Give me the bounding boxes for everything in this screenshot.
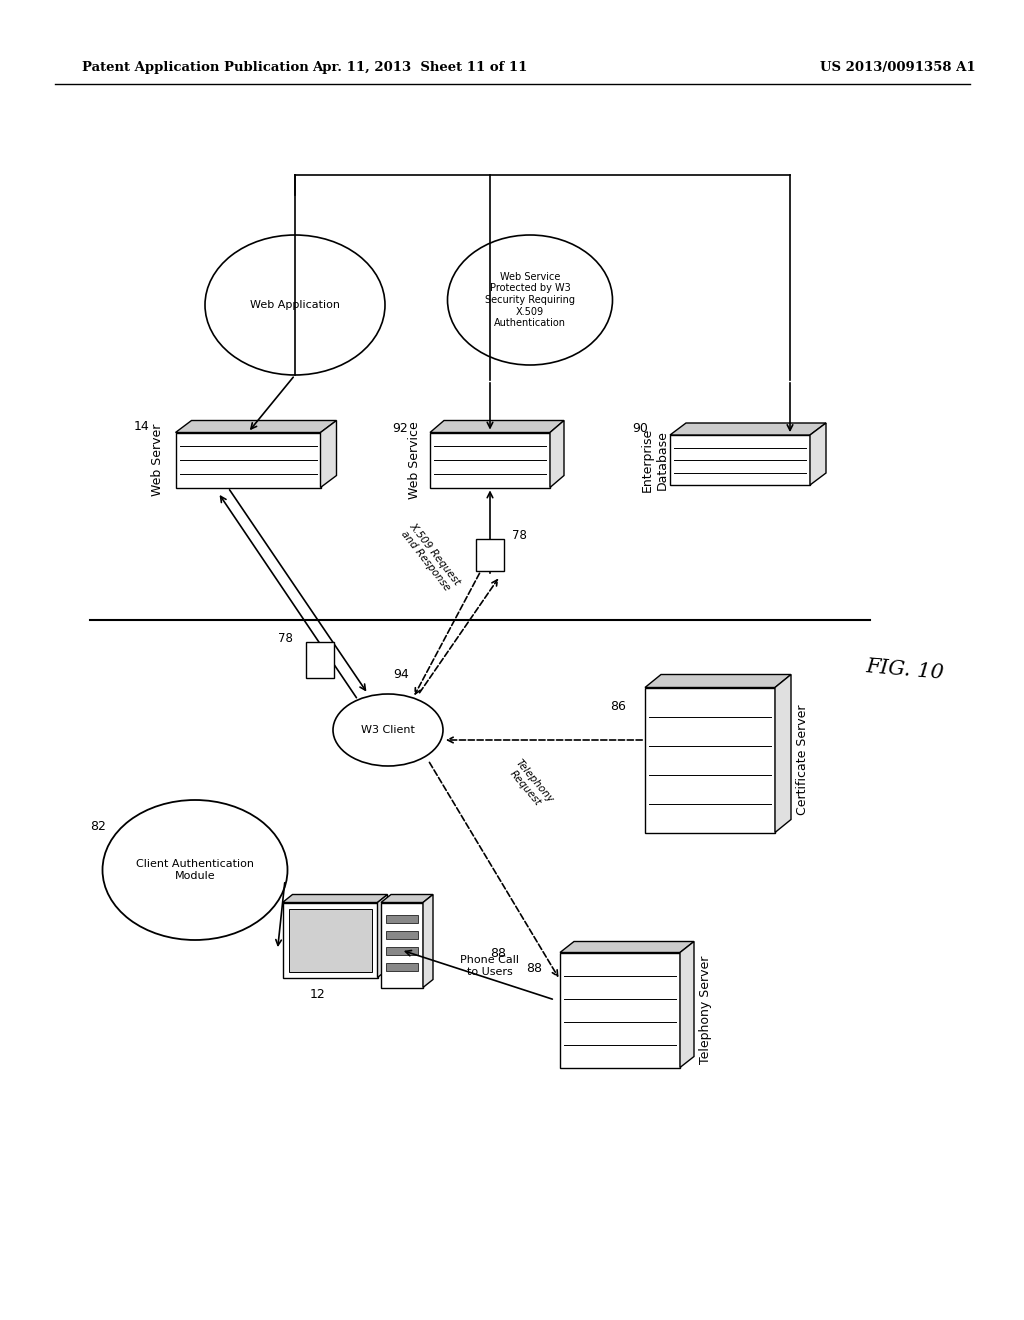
Text: 78: 78 (512, 529, 527, 543)
Text: Client Authentication
Module: Client Authentication Module (136, 859, 254, 880)
Text: Enterprise
Database: Enterprise Database (641, 428, 669, 492)
Polygon shape (423, 895, 433, 987)
Polygon shape (386, 946, 418, 954)
Polygon shape (430, 433, 550, 487)
Polygon shape (306, 642, 334, 678)
Polygon shape (381, 903, 423, 987)
Polygon shape (560, 941, 694, 953)
Ellipse shape (205, 235, 385, 375)
Text: FIG. 10: FIG. 10 (865, 657, 945, 682)
Text: Web Server: Web Server (151, 424, 164, 496)
Text: Telephony
Request: Telephony Request (505, 758, 555, 812)
Polygon shape (175, 433, 321, 487)
Text: 88: 88 (526, 962, 542, 975)
Text: Telephony Server: Telephony Server (699, 956, 713, 1064)
Polygon shape (670, 422, 826, 436)
Polygon shape (645, 688, 775, 833)
Polygon shape (321, 421, 337, 487)
Text: 86: 86 (610, 700, 626, 713)
Polygon shape (386, 931, 418, 939)
Polygon shape (560, 953, 680, 1068)
Polygon shape (386, 962, 418, 970)
Text: Web Service
Protected by W3
Security Requiring
X.509
Authentication: Web Service Protected by W3 Security Req… (485, 272, 575, 329)
Text: Certificate Server: Certificate Server (797, 705, 810, 816)
Text: Web Service: Web Service (409, 421, 422, 499)
Text: 88: 88 (490, 946, 506, 960)
Text: 12: 12 (310, 987, 326, 1001)
Polygon shape (381, 895, 433, 903)
Ellipse shape (333, 694, 443, 766)
Text: X.509 Request
and Response: X.509 Request and Response (398, 520, 462, 594)
Polygon shape (645, 675, 791, 688)
Ellipse shape (102, 800, 288, 940)
Text: 78: 78 (278, 632, 293, 645)
Text: 14: 14 (133, 420, 150, 433)
Polygon shape (283, 903, 378, 978)
Text: 92: 92 (392, 422, 408, 436)
Polygon shape (378, 895, 387, 978)
Polygon shape (680, 941, 694, 1068)
Text: 90: 90 (632, 422, 648, 436)
Text: 94: 94 (393, 668, 409, 681)
Text: Apr. 11, 2013  Sheet 11 of 11: Apr. 11, 2013 Sheet 11 of 11 (312, 62, 527, 74)
Text: Patent Application Publication: Patent Application Publication (82, 62, 309, 74)
Text: Web Application: Web Application (250, 300, 340, 310)
Polygon shape (550, 421, 564, 487)
Polygon shape (283, 895, 387, 903)
Polygon shape (386, 915, 418, 923)
Text: Phone Call
to Users: Phone Call to Users (461, 956, 519, 977)
Polygon shape (289, 908, 372, 972)
Polygon shape (430, 421, 564, 433)
Text: W3 Client: W3 Client (361, 725, 415, 735)
Text: 82: 82 (90, 820, 105, 833)
Polygon shape (175, 421, 337, 433)
Polygon shape (670, 436, 810, 484)
Text: US 2013/0091358 A1: US 2013/0091358 A1 (820, 62, 976, 74)
Polygon shape (810, 422, 826, 484)
Polygon shape (775, 675, 791, 833)
Polygon shape (476, 539, 504, 572)
Ellipse shape (447, 235, 612, 366)
